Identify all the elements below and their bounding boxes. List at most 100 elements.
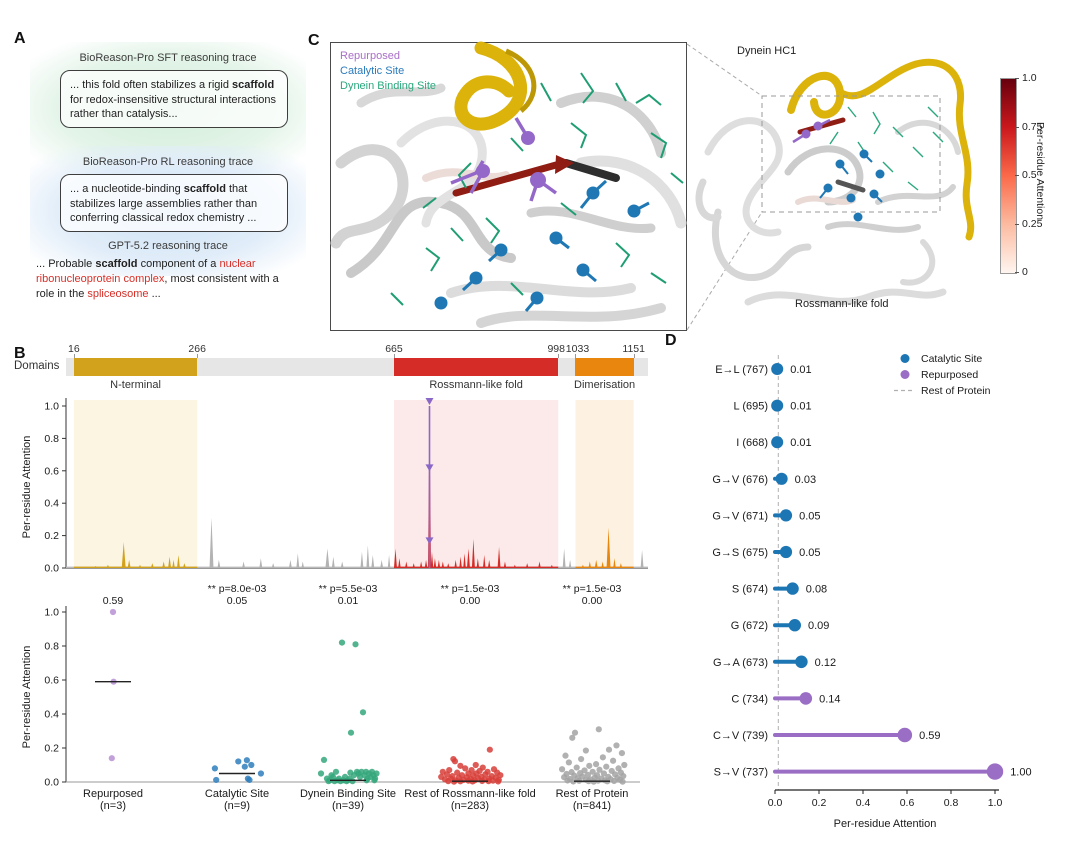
colorbar-tick-label: 0.75 <box>1022 120 1043 133</box>
domain-block <box>393 358 559 376</box>
colorbar-tick-mark <box>1015 272 1019 273</box>
svg-text:G→V (676): G→V (676) <box>712 474 768 486</box>
zoom-region-rect <box>761 95 941 213</box>
panel-d-label: D <box>665 332 677 349</box>
svg-text:(n=39): (n=39) <box>332 800 364 812</box>
repurposed-marker <box>425 398 434 405</box>
domain-tick-label: 1151 <box>622 343 645 355</box>
svg-text:0.01: 0.01 <box>790 364 811 376</box>
svg-text:0.14: 0.14 <box>819 693 840 705</box>
rl-trace-box: ... a nucleotide-binding scaffold that s… <box>60 174 288 232</box>
lollipop-plot: E→L (767) 0.01 L (695) 0.01 I (668) 0.01 G→V (… <box>712 353 1031 830</box>
svg-text:G→A (673): G→A (673) <box>713 657 768 669</box>
svg-text:Per-residue Attention: Per-residue Attention <box>21 646 33 749</box>
domain-block <box>73 358 198 376</box>
svg-text:0.2: 0.2 <box>44 530 59 542</box>
svg-text:0.4: 0.4 <box>44 498 59 510</box>
svg-text:Rest of Rossmann-like fold: Rest of Rossmann-like fold <box>404 788 535 800</box>
svg-text:1.0: 1.0 <box>44 607 59 619</box>
rl-glow: BioReason-Pro RL reasoning trace ... a n… <box>30 146 306 276</box>
closeup-legend-catalytic: Catalytic Site <box>340 65 405 77</box>
domain-name: Dimerisation <box>574 379 636 391</box>
svg-text:** p=1.5e-03: ** p=1.5e-03 <box>441 583 500 595</box>
svg-text:0.05: 0.05 <box>799 547 820 559</box>
text-segment-red: nuclear ribonucleoprotein complex <box>36 258 256 285</box>
svg-text:0.0: 0.0 <box>44 563 59 575</box>
svg-text:1.00: 1.00 <box>1010 767 1031 779</box>
colorbar-tick-mark <box>1015 126 1019 128</box>
domain-name: N-terminal <box>110 379 161 391</box>
svg-text:0.6: 0.6 <box>44 675 59 687</box>
colorbar-tick-label: 0 <box>1022 266 1028 278</box>
svg-text:Catalytic Site: Catalytic Site <box>205 788 269 800</box>
gpt-trace-text: ... Probable scaffold component of a nuc… <box>36 257 292 302</box>
panel-c-label: C <box>308 32 320 49</box>
colorbar-tick-label: 1.0 <box>1022 72 1037 84</box>
svg-text:S→V (737): S→V (737) <box>714 767 768 779</box>
svg-text:0.6: 0.6 <box>44 465 59 477</box>
svg-text:0.0: 0.0 <box>44 777 59 789</box>
svg-text:0.8: 0.8 <box>44 641 59 653</box>
svg-text:(n=9): (n=9) <box>224 800 250 812</box>
text-segment-plain: ... <box>148 287 161 300</box>
strip-points-0 <box>108 608 117 762</box>
svg-text:0.05: 0.05 <box>799 510 820 522</box>
closeup-legend-dynein: Dynein Binding Site <box>340 80 437 92</box>
colorbar-tick-mark <box>1015 223 1019 225</box>
domain-tick-mark <box>73 354 75 358</box>
domain-tick-mark <box>558 354 560 358</box>
svg-text:0.2: 0.2 <box>44 743 59 755</box>
domain-tick-label: 1033 <box>565 343 590 355</box>
svg-text:0.6: 0.6 <box>900 797 915 809</box>
svg-text:L (695): L (695) <box>734 401 768 413</box>
svg-text:Repurposed: Repurposed <box>83 788 143 800</box>
svg-text:1.0: 1.0 <box>988 797 1003 809</box>
svg-text:C→V (739): C→V (739) <box>713 730 768 742</box>
svg-text:C (734): C (734) <box>731 693 768 705</box>
svg-text:0.4: 0.4 <box>856 797 871 809</box>
svg-text:0.2: 0.2 <box>812 797 827 809</box>
svg-text:** p=5.5e-03: ** p=5.5e-03 <box>319 583 378 595</box>
svg-text:0.4: 0.4 <box>44 709 59 721</box>
domain-tick-mark <box>197 354 199 358</box>
text-segment-plain: ... this fold often stabilizes a rigid <box>70 79 233 91</box>
colorbar-tick-label: 0.5 <box>1022 169 1037 181</box>
domain-tick-label: 665 <box>385 343 403 355</box>
svg-text:Dynein Binding Site: Dynein Binding Site <box>300 788 396 800</box>
domain-track-label: Domains <box>14 360 60 372</box>
text-segment-bold: scaffold <box>232 79 275 91</box>
svg-text:0.01: 0.01 <box>790 401 811 413</box>
svg-text:Per-residue Attention: Per-residue Attention <box>21 436 33 539</box>
text-segment-red: spliceosome <box>87 287 149 300</box>
dynein-hc1-label: Dynein HC1 <box>737 45 797 57</box>
svg-text:Rest of Protein: Rest of Protein <box>556 788 629 800</box>
svg-text:(n=3): (n=3) <box>100 800 126 812</box>
svg-text:G (672): G (672) <box>731 620 768 632</box>
rl-trace-title: BioReason-Pro RL reasoning trace <box>82 156 254 168</box>
svg-text:0.8: 0.8 <box>44 433 59 445</box>
text-segment-plain: component of a <box>137 258 220 270</box>
sft-trace-box: ... this fold often stabilizes a rigid s… <box>60 70 288 128</box>
colorbar-tick-label: 0.25 <box>1022 217 1043 230</box>
protein-closeup-frame: Repurposed Catalytic Site Dynein Binding… <box>330 41 687 331</box>
svg-text:0.00: 0.00 <box>582 595 603 607</box>
svg-text:0.0: 0.0 <box>768 797 783 809</box>
svg-text:(n=283): (n=283) <box>451 800 489 812</box>
repurposed-marker <box>425 464 434 472</box>
domain-tick-mark <box>633 354 635 358</box>
profile-plot: 0.0 0.2 0.4 0.6 0.8 1.0 Per-residue Attention <box>21 398 648 575</box>
domain-tick-label: 266 <box>188 343 206 355</box>
svg-text:S (674): S (674) <box>732 584 768 596</box>
domain-block <box>575 358 634 376</box>
rossmann-fold-label: Rossmann-like fold <box>795 298 889 310</box>
panel-a-label: A <box>14 30 26 47</box>
svg-text:0.08: 0.08 <box>806 584 827 596</box>
svg-text:0.00: 0.00 <box>460 595 481 607</box>
svg-text:0.01: 0.01 <box>338 595 359 607</box>
svg-text:0.59: 0.59 <box>919 730 940 742</box>
svg-text:0.59: 0.59 <box>103 595 124 607</box>
svg-text:(n=841): (n=841) <box>573 800 611 812</box>
svg-text:0.05: 0.05 <box>227 595 248 607</box>
